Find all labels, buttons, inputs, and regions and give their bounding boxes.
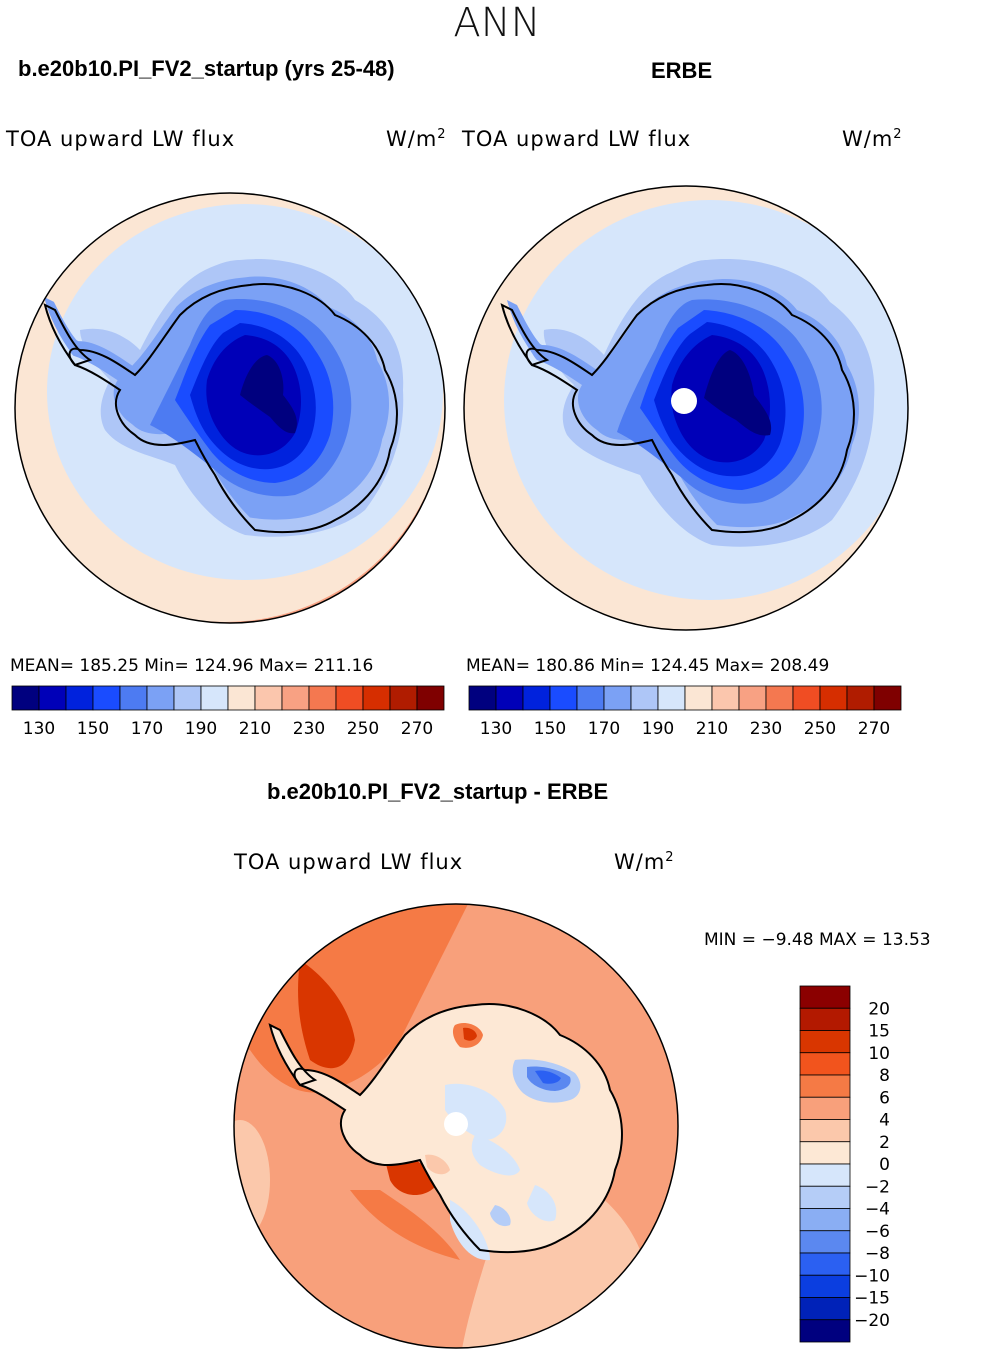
diff-colorbar-swatch — [799, 1141, 851, 1165]
diff-variable-label: TOA upward LW flux — [234, 850, 464, 874]
left-colorbar-tick-label: 170 — [131, 719, 163, 739]
left-colorbar-swatch — [146, 685, 175, 711]
diff-case-title: b.e20b10.PI_FV2_startup - ERBE — [267, 779, 609, 804]
left-colorbar-tick-label: 190 — [185, 719, 217, 739]
right-colorbar-swatch — [873, 685, 902, 711]
left-colorbar-swatch — [335, 685, 364, 711]
right-colorbar-tick-label: 270 — [858, 719, 890, 739]
left-colorbar-tick-label: 250 — [347, 719, 379, 739]
right-colorbar-tick-label: 170 — [588, 719, 620, 739]
left-colorbar-tick-label: 130 — [23, 719, 55, 739]
left-colorbar-swatch — [38, 685, 67, 711]
left-colorbar-swatch — [119, 685, 148, 711]
right-colorbar-swatch — [711, 685, 740, 711]
right-map — [463, 185, 909, 631]
right-colorbar-tick-label: 210 — [696, 719, 728, 739]
left-colorbar-tick-label: 270 — [401, 719, 433, 739]
left-map — [14, 192, 446, 624]
right-colorbar-swatch — [603, 685, 632, 711]
right-colorbar-swatch — [819, 685, 848, 711]
right-colorbar-swatch — [522, 685, 551, 711]
diff-colorbar-swatch — [799, 1208, 851, 1232]
diff-colorbar-tick-label: 10 — [868, 1044, 890, 1064]
left-colorbar-tick-label: 230 — [293, 719, 325, 739]
right-colorbar-swatch — [765, 685, 794, 711]
right-colorbar-swatch — [846, 685, 875, 711]
diff-colorbar-tick-label: −20 — [854, 1311, 890, 1331]
left-colorbar-swatch — [173, 685, 202, 711]
left-colorbar-swatch — [227, 685, 256, 711]
left-colorbar: 130 150 170 190 210 230 250 270 — [11, 685, 445, 739]
right-variable-label: TOA upward LW flux — [462, 127, 692, 151]
left-colorbar-swatch — [362, 685, 391, 711]
right-colorbar-swatch — [684, 685, 713, 711]
left-colorbar-tick-label: 150 — [77, 719, 109, 739]
diff-colorbar-swatch — [799, 1163, 851, 1187]
diff-colorbar-tick-label: −2 — [865, 1177, 890, 1197]
left-variable-label: TOA upward LW flux — [6, 127, 236, 151]
diff-colorbar-tick-label: 0 — [879, 1155, 890, 1175]
right-colorbar-tick-label: 130 — [480, 719, 512, 739]
diff-colorbar-swatch — [799, 1074, 851, 1098]
diff-map — [233, 903, 679, 1349]
diff-colorbar-swatch — [799, 1230, 851, 1254]
left-colorbar-swatch — [200, 685, 229, 711]
diff-colorbar-tick-label: −15 — [854, 1289, 890, 1309]
left-colorbar-swatch — [11, 685, 40, 711]
diff-minmax: MIN = −9.48 MAX = 13.53 — [704, 930, 931, 950]
right-colorbar-swatch — [549, 685, 578, 711]
right-case-title: ERBE — [651, 58, 713, 83]
diff-colorbar-swatch — [799, 1119, 851, 1143]
diff-colorbar-tick-label: 8 — [879, 1066, 890, 1086]
right-colorbar-tick-label: 190 — [642, 719, 674, 739]
left-units-label: W/m2 — [386, 127, 447, 151]
right-colorbar-swatch — [576, 685, 605, 711]
right-colorbar: 130 150 170 190 210 230 250 270 — [468, 685, 902, 739]
right-units-label: W/m2 — [842, 127, 903, 151]
diff-colorbar-swatch — [799, 1297, 851, 1321]
diff-colorbar-swatch — [799, 1096, 851, 1120]
left-colorbar-swatch — [92, 685, 121, 711]
diff-colorbar-tick-label: −6 — [865, 1222, 890, 1242]
right-colorbar-swatch — [468, 685, 497, 711]
left-stats: MEAN= 185.25 Min= 124.96 Max= 211.16 — [10, 656, 374, 676]
diff-colorbar-tick-label: −10 — [854, 1266, 890, 1286]
left-colorbar-tick-label: 210 — [239, 719, 271, 739]
right-colorbar-tick-label: 230 — [750, 719, 782, 739]
diff-colorbar-swatch — [799, 1319, 851, 1343]
left-colorbar-swatch — [308, 685, 337, 711]
diff-colorbar-tick-label: −8 — [865, 1244, 890, 1264]
right-stats: MEAN= 180.86 Min= 124.45 Max= 208.49 — [466, 656, 830, 676]
right-colorbar-swatch — [792, 685, 821, 711]
diff-colorbar-swatch — [799, 985, 851, 1009]
diff-colorbar-tick-label: −4 — [865, 1200, 890, 1220]
diff-colorbar-tick-label: 4 — [879, 1111, 890, 1131]
diff-colorbar-swatch — [799, 1252, 851, 1276]
diff-colorbar-swatch — [799, 1007, 851, 1031]
left-case-title: b.e20b10.PI_FV2_startup (yrs 25-48) — [18, 56, 395, 81]
right-colorbar-tick-label: 150 — [534, 719, 566, 739]
left-colorbar-swatch — [254, 685, 283, 711]
right-colorbar-tick-label: 250 — [804, 719, 836, 739]
diff-colorbar-tick-label: 2 — [879, 1133, 890, 1153]
season-title: ANN — [453, 0, 541, 46]
diff-colorbar-swatch — [799, 1274, 851, 1298]
right-colorbar-swatch — [657, 685, 686, 711]
diff-colorbar-tick-label: 6 — [879, 1088, 890, 1108]
left-colorbar-swatch — [389, 685, 418, 711]
diff-colorbar-swatch — [799, 1052, 851, 1076]
left-colorbar-swatch — [416, 685, 445, 711]
right-colorbar-swatch — [738, 685, 767, 711]
diff-colorbar-swatch — [799, 1030, 851, 1054]
right-colorbar-swatch — [630, 685, 659, 711]
diff-colorbar-tick-label: 20 — [868, 999, 890, 1019]
left-colorbar-swatch — [281, 685, 310, 711]
left-colorbar-swatch — [65, 685, 94, 711]
diff-colorbar-swatch — [799, 1185, 851, 1209]
right-colorbar-swatch — [495, 685, 524, 711]
diff-colorbar-tick-label: 15 — [868, 1022, 890, 1042]
diff-units-label: W/m2 — [614, 850, 675, 874]
